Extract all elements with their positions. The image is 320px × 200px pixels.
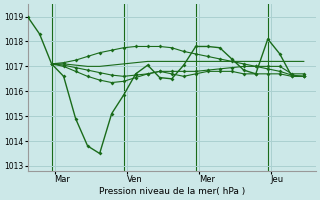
X-axis label: Pression niveau de la mer( hPa ): Pression niveau de la mer( hPa ) <box>99 187 245 196</box>
